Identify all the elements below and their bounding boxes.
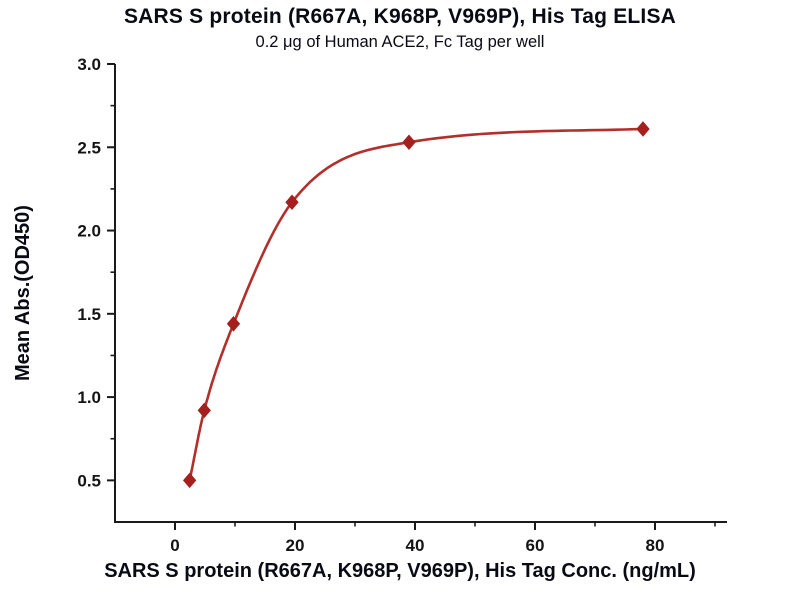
x-axis-label: SARS S protein (R667A, K968P, V969P), Hi… [104, 560, 696, 582]
data-point [182, 472, 197, 489]
x-tick-label: 60 [526, 536, 545, 555]
chart-subtitle: 0.2 μg of Human ACE2, Fc Tag per well [255, 33, 545, 51]
x-tick-label: 40 [406, 536, 425, 555]
y-tick-label: 0.5 [77, 471, 101, 490]
x-tick-label: 80 [646, 536, 665, 555]
data-point [402, 134, 416, 151]
y-tick-label: 2.0 [77, 222, 101, 241]
y-tick-label: 1.5 [77, 305, 101, 324]
data-point [226, 316, 241, 332]
data-point [197, 402, 211, 419]
y-tick-label: 2.5 [77, 138, 101, 157]
chart-title: SARS S protein (R667A, K968P, V969P), Hi… [123, 5, 677, 28]
data-point [285, 194, 299, 211]
y-tick-label: 3.0 [77, 55, 101, 74]
x-tick-label: 20 [286, 536, 305, 555]
data-point [636, 121, 650, 137]
fit-curve [188, 127, 645, 482]
x-tick-label: 0 [170, 536, 179, 555]
y-tick-label: 1.0 [77, 388, 101, 407]
